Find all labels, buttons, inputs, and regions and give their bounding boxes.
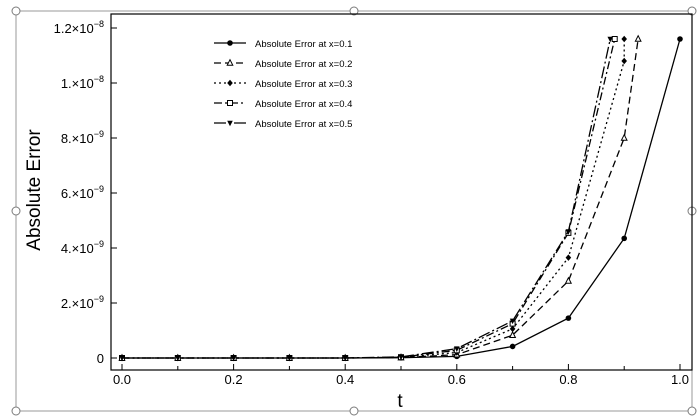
legend-label: Absolute Error at x=0.2 (255, 59, 352, 70)
series-line (122, 38, 639, 359)
y-axis-label: Absolute Error (24, 129, 45, 251)
series-4 (119, 36, 618, 361)
legend-label: Absolute Error at x=0.4 (255, 99, 352, 110)
data-point (677, 36, 683, 42)
x-axis: 0.0 0.2 0.4 0.6 0.8 1.0 (113, 364, 689, 387)
y-tick-label: 8.×10−9 (61, 129, 104, 146)
data-point (230, 355, 237, 362)
series-3 (119, 35, 627, 362)
data-point (508, 330, 517, 338)
y-tick-label: 4.×10−9 (61, 239, 104, 256)
handle-top-middle[interactable] (349, 6, 359, 16)
legend-item: Absolute Error at x=0.5 (214, 119, 352, 130)
handle-bottom-right[interactable] (687, 406, 697, 416)
legend-item: Absolute Error at x=0.2 (214, 58, 352, 70)
data-point (454, 346, 460, 352)
plot-frame (110, 13, 693, 371)
data-point (564, 276, 573, 284)
data-point (509, 318, 516, 325)
data-point (634, 34, 642, 42)
data-point (398, 354, 404, 361)
series-5 (119, 36, 614, 362)
data-point (565, 315, 572, 321)
handle-bottom-left[interactable] (11, 406, 21, 416)
legend-marker (227, 40, 233, 46)
legend-marker (227, 79, 233, 87)
legend-item: Absolute Error at x=0.4 (214, 99, 352, 110)
x-tick-label: 0.0 (113, 372, 131, 387)
series-2 (118, 34, 642, 361)
handle-top-left[interactable] (11, 6, 21, 16)
legend-label: Absolute Error at x=0.5 (255, 119, 352, 130)
legend-marker (227, 100, 233, 106)
y-tick-label: 2.×10−9 (61, 294, 104, 311)
data-point (286, 355, 293, 362)
series-line (122, 38, 611, 359)
y-tick-label: 1.×10−8 (61, 74, 104, 91)
y-tick-label: 6.×10−9 (61, 184, 104, 201)
selection-handles[interactable] (11, 6, 697, 416)
x-tick-label: 0.4 (336, 372, 354, 387)
series-layer (118, 34, 683, 362)
series-line (122, 39, 625, 359)
data-point (620, 133, 628, 141)
data-point (509, 325, 516, 333)
x-tick-label: 0.8 (559, 372, 577, 387)
data-point (621, 235, 627, 242)
data-point (565, 229, 572, 235)
y-tick-label: 1.2×10−8 (54, 19, 104, 36)
legend-marker (226, 58, 234, 66)
selection-frame (15, 10, 693, 412)
data-point (565, 254, 572, 261)
data-point (621, 57, 627, 65)
legend-item: Absolute Error at x=0.1 (214, 39, 352, 50)
x-tick-label: 0.2 (225, 372, 243, 387)
x-tick-label: 0.6 (448, 372, 466, 387)
series-line (122, 38, 616, 359)
legend-marker (227, 120, 233, 127)
x-axis-label: t (397, 391, 403, 412)
series-1 (119, 36, 683, 361)
handle-bottom-middle[interactable] (349, 406, 359, 416)
x-tick-label: 1.0 (671, 372, 689, 387)
legend-item: Absolute Error at x=0.3 (214, 79, 352, 90)
legend: Absolute Error at x=0.1 Absolute Error at… (214, 39, 352, 130)
legend-label: Absolute Error at x=0.1 (255, 39, 352, 50)
data-point (509, 343, 516, 350)
data-point (611, 36, 618, 42)
data-point (342, 355, 348, 362)
data-point (175, 355, 181, 362)
data-point (621, 35, 627, 43)
data-point (119, 355, 125, 362)
y-tick-label: 0 (97, 351, 104, 366)
legend-label: Absolute Error at x=0.3 (255, 79, 352, 90)
handle-middle-left[interactable] (11, 206, 21, 216)
data-point (607, 36, 614, 43)
y-axis: 0 2.×10−9 4.×10−9 6.×10−9 8.×10−9 1.×10−8 1.2×… (54, 19, 117, 366)
series-line (122, 38, 681, 359)
